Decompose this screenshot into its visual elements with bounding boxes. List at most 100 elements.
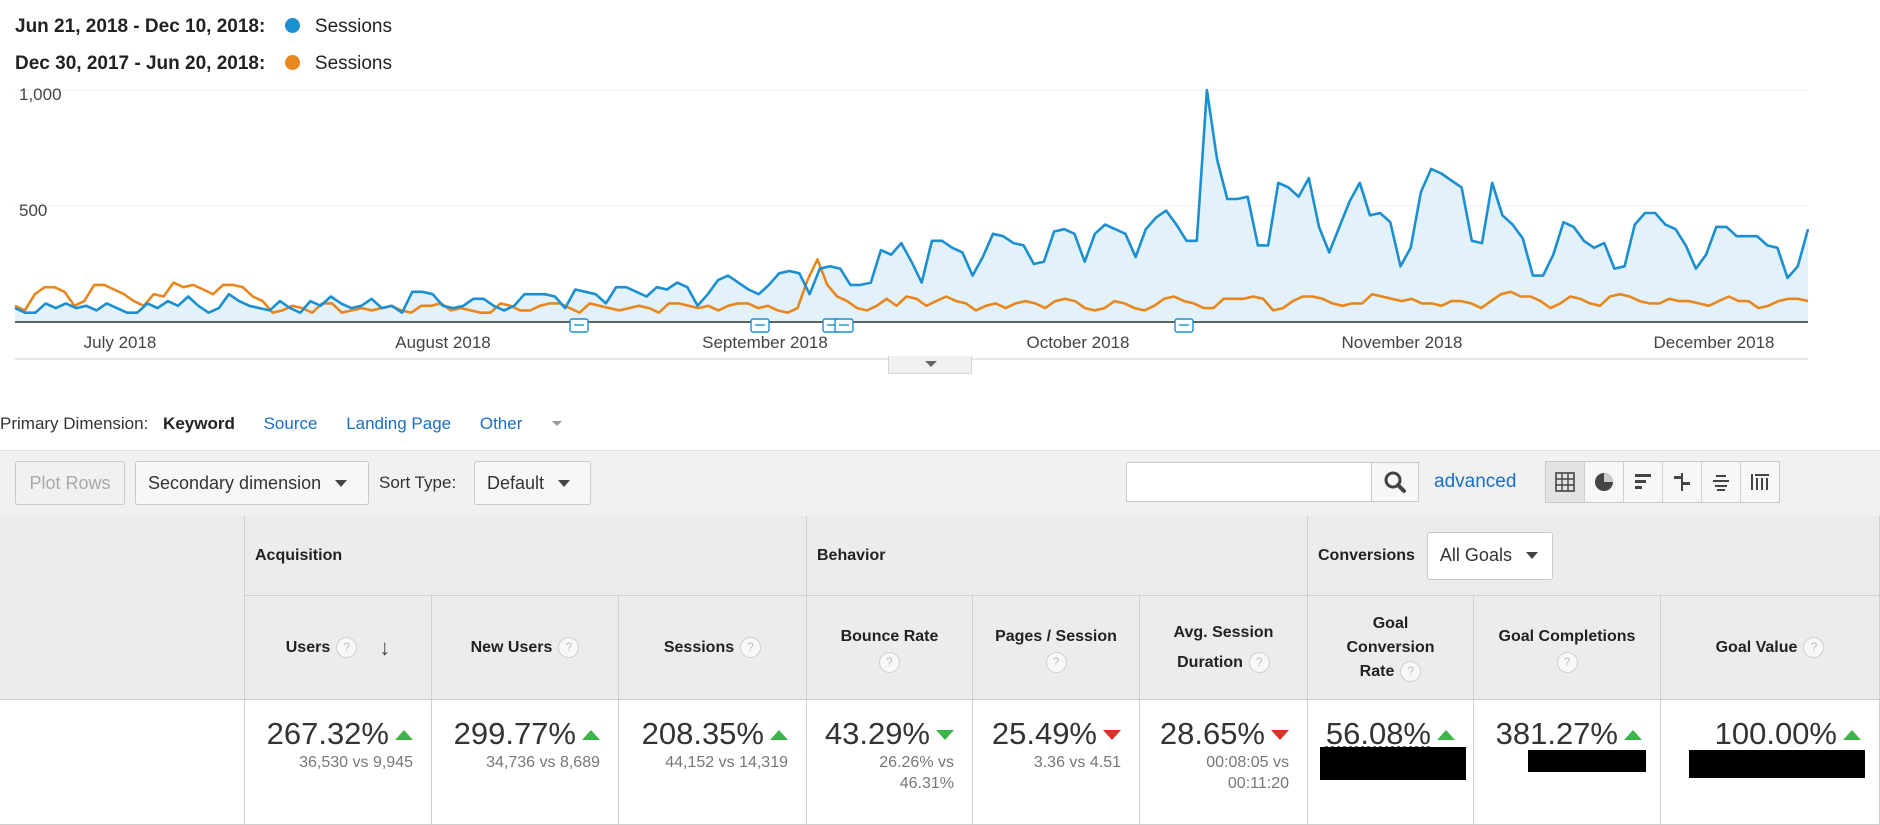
x-tick-label: December 2018 bbox=[1654, 333, 1775, 352]
table-view-icon[interactable] bbox=[1546, 462, 1585, 502]
col-sessions-header[interactable]: Sessions? bbox=[619, 596, 807, 700]
goal-select-value: All Goals bbox=[1439, 545, 1512, 565]
pie-view-icon[interactable] bbox=[1585, 462, 1624, 502]
search-button[interactable] bbox=[1371, 462, 1419, 502]
annotation-icon[interactable] bbox=[834, 318, 854, 333]
col-goal-value-header[interactable]: Goal Value? bbox=[1661, 596, 1880, 700]
pages-session-change: 25.49% bbox=[991, 716, 1097, 751]
redacted-block bbox=[1528, 750, 1646, 772]
legend-current-metric: Sessions bbox=[314, 16, 392, 37]
avg-session-change: 28.65% bbox=[1159, 716, 1265, 751]
series-line-previous bbox=[14, 258, 1809, 314]
comparison-view-icon[interactable] bbox=[1663, 462, 1702, 502]
behavior-label: Behavior bbox=[817, 546, 886, 564]
advanced-filter-link[interactable]: advanced bbox=[1434, 471, 1517, 492]
x-tick-label: August 2018 bbox=[395, 333, 490, 352]
report-table: Acquisition Behavior Conversions All Goa… bbox=[0, 516, 1880, 825]
pages-session-comparison: 3.36 vs 4.51 bbox=[1033, 754, 1121, 771]
legend-previous-dot bbox=[284, 55, 300, 70]
goal-conv-header-line1: Goal bbox=[1372, 614, 1409, 632]
sort-type-dropdown[interactable]: Default bbox=[474, 461, 591, 505]
legend-previous-metric: Sessions bbox=[314, 53, 392, 74]
goal-select-dropdown[interactable]: All Goals bbox=[1426, 531, 1553, 580]
dimension-landing-page[interactable]: Landing Page bbox=[346, 414, 452, 433]
pivot-view-icon[interactable] bbox=[1741, 462, 1779, 502]
users-change: 267.32% bbox=[266, 716, 389, 751]
goal-conversion-rate-total-cell: 56.08% bbox=[1308, 700, 1474, 825]
col-bounce-rate-header[interactable]: Bounce Rate? bbox=[807, 596, 973, 700]
help-icon[interactable]: ? bbox=[1556, 652, 1578, 673]
annotation-icon[interactable] bbox=[750, 318, 770, 333]
bounce-rate-change: 43.29% bbox=[824, 716, 930, 751]
secondary-dimension-label: Secondary dimension bbox=[148, 472, 322, 493]
chevron-down-icon bbox=[558, 479, 571, 487]
conversions-group-header: Conversions All Goals bbox=[1308, 516, 1880, 596]
legend-current-range: Jun 21, 2018 - Dec 10, 2018: bbox=[15, 16, 266, 37]
term-cloud-icon[interactable] bbox=[1702, 462, 1741, 502]
sessions-header-label: Sessions bbox=[663, 638, 735, 656]
arrow-down-icon bbox=[1103, 730, 1121, 740]
arrow-up-icon bbox=[1437, 730, 1455, 740]
sessions-comparison: 44,152 vs 14,319 bbox=[665, 754, 788, 771]
users-comparison: 36,530 vs 9,945 bbox=[299, 754, 413, 771]
sessions-change: 208.35% bbox=[641, 716, 764, 751]
help-icon[interactable]: ? bbox=[1045, 652, 1067, 673]
dimension-keyword[interactable]: Keyword bbox=[163, 414, 235, 433]
acquisition-group-header: Acquisition bbox=[245, 516, 807, 596]
dimension-source[interactable]: Source bbox=[263, 414, 318, 433]
bounce-rate-header-label: Bounce Rate bbox=[840, 628, 939, 645]
redacted-block bbox=[1320, 747, 1466, 780]
search-input[interactable] bbox=[1126, 462, 1372, 502]
users-header-label: Users bbox=[285, 638, 331, 656]
sessions-chart[interactable]: 1,000 500 July 2018 August 2018 September 20… bbox=[0, 82, 1880, 382]
plot-rows-button[interactable]: Plot Rows bbox=[15, 461, 125, 505]
chart-collapse-toggle[interactable] bbox=[888, 356, 972, 374]
redacted-block bbox=[1689, 750, 1865, 778]
help-icon[interactable]: ? bbox=[558, 637, 580, 658]
col-goal-conversion-rate-header[interactable]: Goal Conversion Rate? bbox=[1308, 596, 1474, 700]
bounce-rate-total-cell: 43.29% 26.26% vs 46.31% bbox=[807, 700, 973, 825]
goal-completions-header-label: Goal Completions bbox=[1498, 628, 1636, 645]
pages-session-total-cell: 25.49% 3.36 vs 4.51 bbox=[973, 700, 1140, 825]
conversions-label: Conversions bbox=[1318, 546, 1415, 564]
x-tick-label: November 2018 bbox=[1342, 333, 1463, 352]
help-icon[interactable]: ? bbox=[740, 637, 762, 658]
arrow-up-icon bbox=[582, 730, 600, 740]
new-users-header-label: New Users bbox=[470, 638, 553, 656]
goal-completions-change: 381.27% bbox=[1495, 716, 1618, 751]
arrow-down-icon bbox=[1271, 730, 1289, 740]
annotation-icon[interactable] bbox=[569, 318, 589, 333]
arrow-up-icon bbox=[1843, 730, 1861, 740]
col-new-users-header[interactable]: New Users? bbox=[432, 596, 619, 700]
keyword-header-cell bbox=[0, 516, 245, 700]
help-icon[interactable]: ? bbox=[879, 652, 900, 673]
col-goal-completions-header[interactable]: Goal Completions? bbox=[1474, 596, 1661, 700]
goal-conv-header-line2: Conversion bbox=[1346, 638, 1435, 656]
performance-view-icon[interactable] bbox=[1624, 462, 1663, 502]
totals-label-cell bbox=[0, 700, 245, 825]
arrow-up-icon bbox=[395, 730, 413, 740]
secondary-dimension-dropdown[interactable]: Secondary dimension bbox=[135, 461, 369, 505]
help-icon[interactable]: ? bbox=[336, 637, 358, 658]
x-tick-label: September 2018 bbox=[702, 333, 828, 352]
dimension-other[interactable]: Other bbox=[480, 414, 587, 433]
legend-current-dot bbox=[284, 18, 300, 33]
chevron-down-icon bbox=[552, 421, 563, 426]
new-users-total-cell: 299.77% 34,736 vs 8,689 bbox=[432, 700, 619, 825]
plot-rows-label: Plot Rows bbox=[29, 472, 111, 493]
avg-session-header-line2: Duration bbox=[1177, 653, 1243, 671]
behavior-group-header: Behavior bbox=[807, 516, 1308, 596]
acquisition-label: Acquisition bbox=[255, 546, 343, 564]
help-icon[interactable]: ? bbox=[1803, 637, 1825, 658]
y-tick-label: 1,000 bbox=[19, 85, 62, 104]
goal-conv-header-line3: Rate bbox=[1359, 662, 1395, 680]
help-icon[interactable]: ? bbox=[1400, 660, 1422, 682]
avg-session-header-line1: Avg. Session bbox=[1173, 623, 1274, 641]
help-icon[interactable]: ? bbox=[1248, 651, 1270, 673]
col-avg-session-duration-header[interactable]: Avg. Session Duration? bbox=[1140, 596, 1308, 700]
avg-session-comparison-line2: 00:11:20 bbox=[1227, 775, 1289, 792]
col-pages-session-header[interactable]: Pages / Session? bbox=[973, 596, 1140, 700]
chevron-down-icon bbox=[1525, 552, 1538, 559]
col-users-header[interactable]: Users? ↓ bbox=[245, 596, 432, 700]
annotation-icon[interactable] bbox=[1174, 318, 1194, 333]
